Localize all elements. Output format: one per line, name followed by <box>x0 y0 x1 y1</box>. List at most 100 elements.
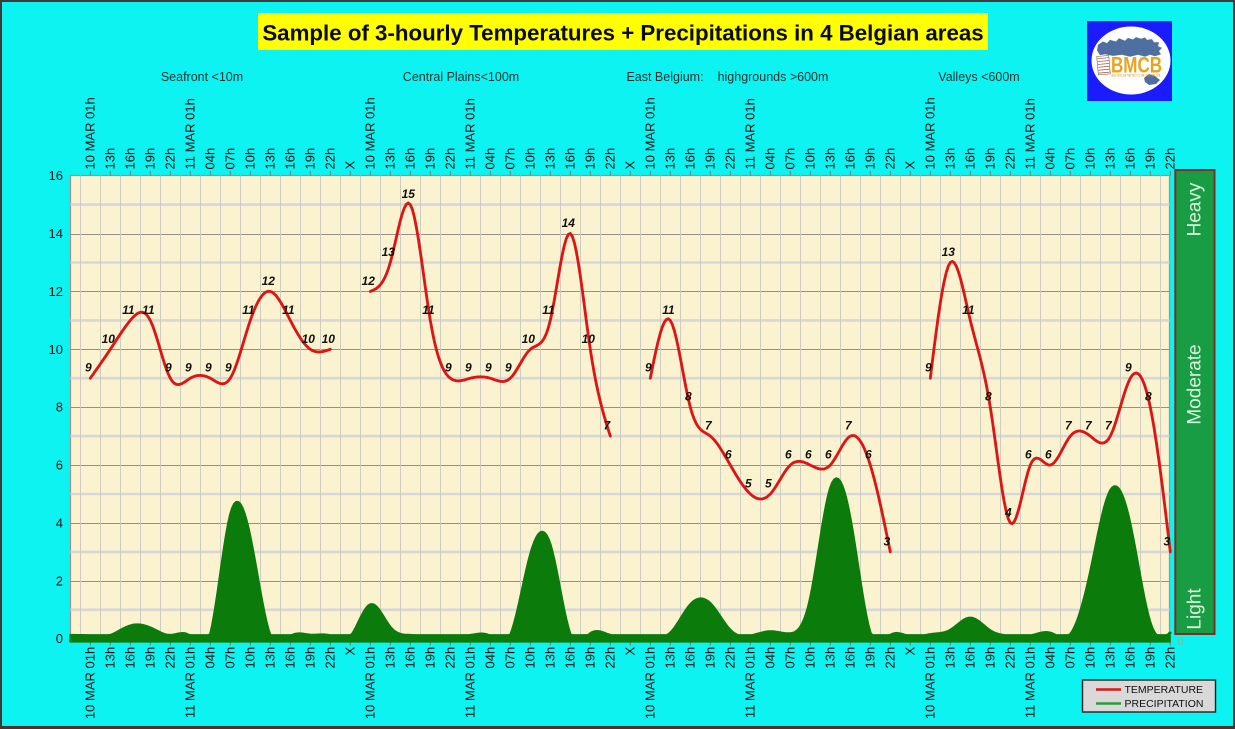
svg-text:3: 3 <box>883 534 890 548</box>
svg-text:22h: 22h <box>1003 647 1018 669</box>
svg-text:04h: 04h <box>203 647 218 669</box>
svg-text:16h: 16h <box>683 148 698 170</box>
svg-text:BELGISCHE METEO CLUB VAN BELGI: BELGISCHE METEO CLUB VAN BELGIE <box>1112 74 1162 78</box>
svg-text:11: 11 <box>962 303 975 317</box>
svg-text:10: 10 <box>522 332 536 346</box>
svg-text:22h: 22h <box>323 148 338 170</box>
svg-text:11 MAR 01h: 11 MAR 01h <box>463 647 478 718</box>
svg-text:13h: 13h <box>263 148 278 170</box>
svg-text:22h: 22h <box>603 647 618 669</box>
svg-text:04h: 04h <box>483 148 498 170</box>
svg-text:10h: 10h <box>803 148 818 170</box>
svg-text:07h: 07h <box>783 148 798 170</box>
svg-text:22h: 22h <box>323 647 338 669</box>
svg-text:11 MAR 01h: 11 MAR 01h <box>1023 647 1038 718</box>
svg-text:11: 11 <box>122 303 135 317</box>
svg-text:X: X <box>903 646 918 655</box>
svg-text:7: 7 <box>845 419 853 433</box>
svg-text:16: 16 <box>49 168 63 183</box>
svg-text:16h: 16h <box>403 148 418 170</box>
svg-text:16h: 16h <box>1123 647 1138 669</box>
svg-text:10h: 10h <box>1083 148 1098 170</box>
svg-text:13h: 13h <box>663 148 678 170</box>
svg-text:X: X <box>623 161 638 170</box>
svg-text:16h: 16h <box>963 647 978 669</box>
svg-text:19h: 19h <box>983 647 998 669</box>
svg-text:13h: 13h <box>543 148 558 170</box>
svg-text:13h: 13h <box>1103 647 1118 669</box>
svg-text:19h: 19h <box>303 148 318 170</box>
svg-text:10 MAR 01h: 10 MAR 01h <box>643 97 658 169</box>
svg-text:13: 13 <box>382 245 396 259</box>
svg-text:9: 9 <box>465 361 472 375</box>
svg-text:16h: 16h <box>283 148 298 170</box>
svg-text:07h: 07h <box>223 148 238 170</box>
svg-text:16h: 16h <box>283 647 298 669</box>
svg-text:10 MAR 01h: 10 MAR 01h <box>83 647 98 719</box>
svg-text:7: 7 <box>1105 419 1113 433</box>
svg-text:9: 9 <box>1125 361 1132 375</box>
svg-text:10 MAR 01h: 10 MAR 01h <box>363 97 378 169</box>
svg-text:6: 6 <box>805 448 812 462</box>
svg-text:Sample of 3-hourly Temperature: Sample of 3-hourly Temperatures + Precip… <box>262 21 983 46</box>
svg-text:22h: 22h <box>443 647 458 669</box>
svg-text:X: X <box>623 646 638 655</box>
svg-text:6: 6 <box>56 458 63 473</box>
svg-text:5: 5 <box>745 477 752 491</box>
svg-text:12: 12 <box>49 284 63 299</box>
svg-text:22h: 22h <box>723 647 738 669</box>
svg-text:0: 0 <box>56 631 63 646</box>
svg-text:Central Plains<100m: Central Plains<100m <box>403 70 519 84</box>
svg-text:16h: 16h <box>843 148 858 170</box>
svg-text:22h: 22h <box>1163 148 1178 170</box>
svg-text:10h: 10h <box>1083 647 1098 669</box>
svg-text:19h: 19h <box>583 647 598 669</box>
svg-text:07h: 07h <box>783 647 798 669</box>
svg-text:16h: 16h <box>123 148 138 170</box>
svg-text:22h: 22h <box>883 148 898 170</box>
svg-text:11 MAR 01h: 11 MAR 01h <box>183 98 198 169</box>
svg-text:8: 8 <box>685 390 692 404</box>
svg-text:10h: 10h <box>523 148 538 170</box>
svg-text:10 MAR 01h: 10 MAR 01h <box>83 97 98 169</box>
svg-text:13: 13 <box>942 245 956 259</box>
svg-text:14: 14 <box>562 216 576 230</box>
svg-text:14: 14 <box>49 226 63 241</box>
svg-text:07h: 07h <box>503 148 518 170</box>
svg-text:BMCB: BMCB <box>1111 53 1162 78</box>
svg-text:19h: 19h <box>863 148 878 170</box>
svg-text:22h: 22h <box>163 148 178 170</box>
svg-text:04h: 04h <box>763 148 778 170</box>
svg-text:8: 8 <box>985 390 992 404</box>
svg-text:6: 6 <box>825 448 832 462</box>
svg-text:7: 7 <box>1085 419 1093 433</box>
svg-text:16h: 16h <box>1123 148 1138 170</box>
svg-text:22h: 22h <box>443 148 458 170</box>
svg-text:04h: 04h <box>203 148 218 170</box>
svg-text:13h: 13h <box>823 647 838 669</box>
svg-text:19h: 19h <box>703 647 718 669</box>
svg-text:10 MAR 01h: 10 MAR 01h <box>923 97 938 169</box>
svg-text:19h: 19h <box>143 148 158 170</box>
svg-text:9: 9 <box>925 361 932 375</box>
svg-text:6: 6 <box>865 448 872 462</box>
svg-text:16h: 16h <box>123 647 138 669</box>
svg-text:Moderate: Moderate <box>1185 344 1206 424</box>
svg-text:10h: 10h <box>243 148 258 170</box>
svg-text:04h: 04h <box>763 647 778 669</box>
svg-text:16h: 16h <box>963 148 978 170</box>
svg-text:9: 9 <box>85 361 92 375</box>
svg-text:X: X <box>903 161 918 170</box>
svg-text:19h: 19h <box>1143 148 1158 170</box>
svg-text:6: 6 <box>725 448 732 462</box>
svg-text:11: 11 <box>662 303 675 317</box>
svg-text:16h: 16h <box>683 647 698 669</box>
svg-text:07h: 07h <box>1063 148 1078 170</box>
svg-text:East Belgium:: East Belgium: <box>626 70 703 84</box>
svg-text:9: 9 <box>205 361 212 375</box>
svg-text:Heavy: Heavy <box>1185 182 1206 236</box>
svg-text:13h: 13h <box>943 647 958 669</box>
svg-text:8: 8 <box>1145 390 1152 404</box>
svg-text:16h: 16h <box>563 647 578 669</box>
svg-text:10h: 10h <box>243 647 258 669</box>
